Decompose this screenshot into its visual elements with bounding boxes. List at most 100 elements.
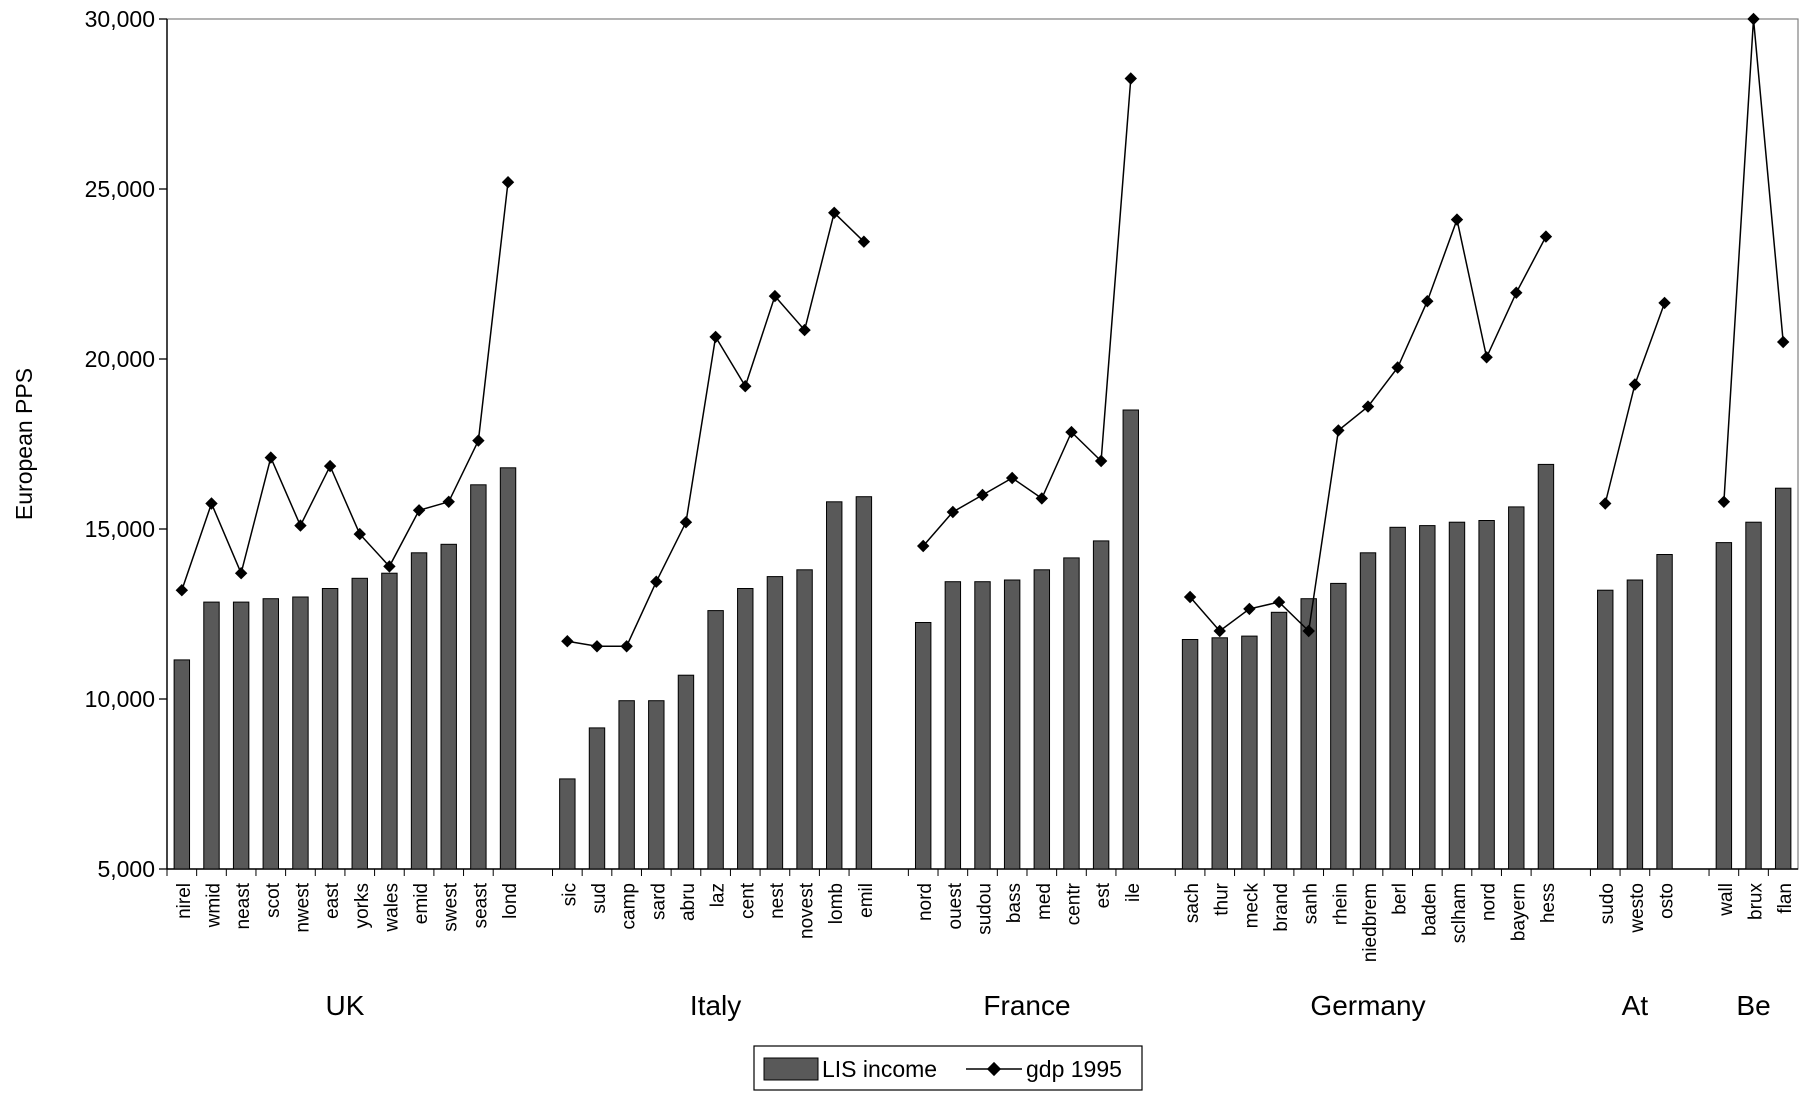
gdp-point <box>1450 213 1464 226</box>
y-tick-label: 5,000 <box>97 856 155 882</box>
income-bar <box>1656 554 1673 870</box>
gdp-point <box>768 289 782 303</box>
income-bar <box>499 467 517 870</box>
gdp-point <box>857 235 871 248</box>
legend-bar-swatch <box>763 1057 819 1081</box>
income-bar <box>707 610 724 870</box>
gdp-point <box>1539 230 1553 243</box>
income-bar <box>1478 520 1495 870</box>
x-tick-label: niedbrem <box>1360 883 1381 962</box>
x-tick-label: sudo <box>1597 883 1618 924</box>
x-tick-label: brux <box>1746 883 1767 920</box>
income-bar <box>1092 540 1110 870</box>
gdp-point <box>1332 424 1345 437</box>
income-bar <box>381 572 398 870</box>
x-tick-label: scot <box>263 882 284 918</box>
x-tick-label: bayern <box>1508 883 1529 941</box>
gdp-point <box>1213 624 1226 638</box>
gdp-point <box>679 516 693 529</box>
income-bar <box>1774 487 1792 870</box>
income-bar <box>1597 589 1614 870</box>
income-bar <box>944 581 962 870</box>
income-bar <box>1211 637 1228 870</box>
x-tick-label: nord <box>1479 883 1500 921</box>
gdp-point <box>828 206 841 219</box>
income-bar <box>1448 521 1466 870</box>
x-tick-label: nest <box>767 882 788 919</box>
gdp-point <box>1628 378 1642 391</box>
x-tick-label: swest <box>441 882 462 931</box>
gdp-series-line <box>1723 18 1784 502</box>
income-bar <box>855 496 873 870</box>
income-bar <box>203 601 220 870</box>
income-bar <box>1181 639 1199 870</box>
income-bars <box>173 409 1792 870</box>
legend-box <box>753 1045 1143 1091</box>
x-tick-label: camp <box>619 883 640 929</box>
gdp-point <box>916 539 930 553</box>
x-tick-label: novest <box>797 882 818 939</box>
income-bar <box>1389 526 1406 870</box>
gdp-series-line <box>922 78 1132 547</box>
legend: LIS income gdp 1995 <box>753 1045 1143 1091</box>
gdp-point <box>1510 286 1523 299</box>
gdp-point <box>323 459 337 473</box>
gdp-point <box>1747 12 1760 26</box>
gdp-point <box>294 519 307 532</box>
gdp-point <box>1094 454 1108 468</box>
y-tick-label: 30,000 <box>85 6 155 32</box>
gdp-point <box>383 560 396 573</box>
gdp-point <box>1480 351 1493 364</box>
x-tick-label: yorks <box>352 883 373 928</box>
x-tick-label: wmid <box>203 883 224 928</box>
x-tick-label: cent <box>737 882 758 919</box>
gdp-point <box>1302 624 1315 638</box>
income-bar <box>1626 579 1644 870</box>
income-bar <box>559 778 576 870</box>
x-tick-label: ouest <box>945 882 966 929</box>
gdp-point <box>650 575 663 588</box>
x-tick-label: nirel <box>174 883 195 919</box>
income-bar <box>173 659 191 870</box>
income-bar <box>1359 552 1377 870</box>
gdp-series-line <box>181 182 509 591</box>
income-bar <box>1715 542 1733 870</box>
income-bar <box>1300 598 1317 870</box>
x-tick-label: sudou <box>975 883 996 935</box>
group-labels: UK Italy France Germany At Be <box>325 990 1770 1021</box>
y-tick-label: 10,000 <box>85 686 155 712</box>
group-label: Be <box>1736 990 1770 1021</box>
gdp-point <box>561 635 574 648</box>
x-tick-label: est <box>1093 882 1114 908</box>
x-tick-label: sud <box>589 883 610 914</box>
income-bar <box>1122 409 1139 870</box>
gdp-series-line <box>567 211 865 648</box>
gdp-point <box>620 640 633 653</box>
income-bar <box>1330 582 1347 870</box>
gdp-point <box>976 488 989 502</box>
income-bar <box>618 700 635 870</box>
y-tick-label: 15,000 <box>85 516 155 542</box>
x-tick-label: osto <box>1657 883 1678 919</box>
gdp-point <box>1391 361 1404 374</box>
x-tick-label: sach <box>1182 883 1203 923</box>
x-tick-label: brand <box>1271 883 1292 932</box>
group-label: Italy <box>690 990 741 1021</box>
x-tick-label: hess <box>1538 883 1559 923</box>
x-tick-label: wales <box>381 883 402 933</box>
income-bar <box>440 543 457 870</box>
gdp-point <box>412 504 426 517</box>
income-bar <box>796 569 813 870</box>
gdp-point <box>1035 492 1049 505</box>
gdp-point <box>946 505 960 519</box>
x-tick-label: westo <box>1627 883 1648 934</box>
gdp-point <box>709 330 722 344</box>
x-tick-label: baden <box>1419 883 1440 936</box>
gdp-markers <box>175 12 1790 653</box>
income-bar <box>648 700 665 870</box>
gdp-point <box>1124 72 1137 85</box>
x-tick-label: laz <box>708 883 729 907</box>
gdp-point <box>353 527 366 541</box>
gdp-point <box>1065 425 1078 439</box>
gdp-point <box>1421 295 1434 308</box>
